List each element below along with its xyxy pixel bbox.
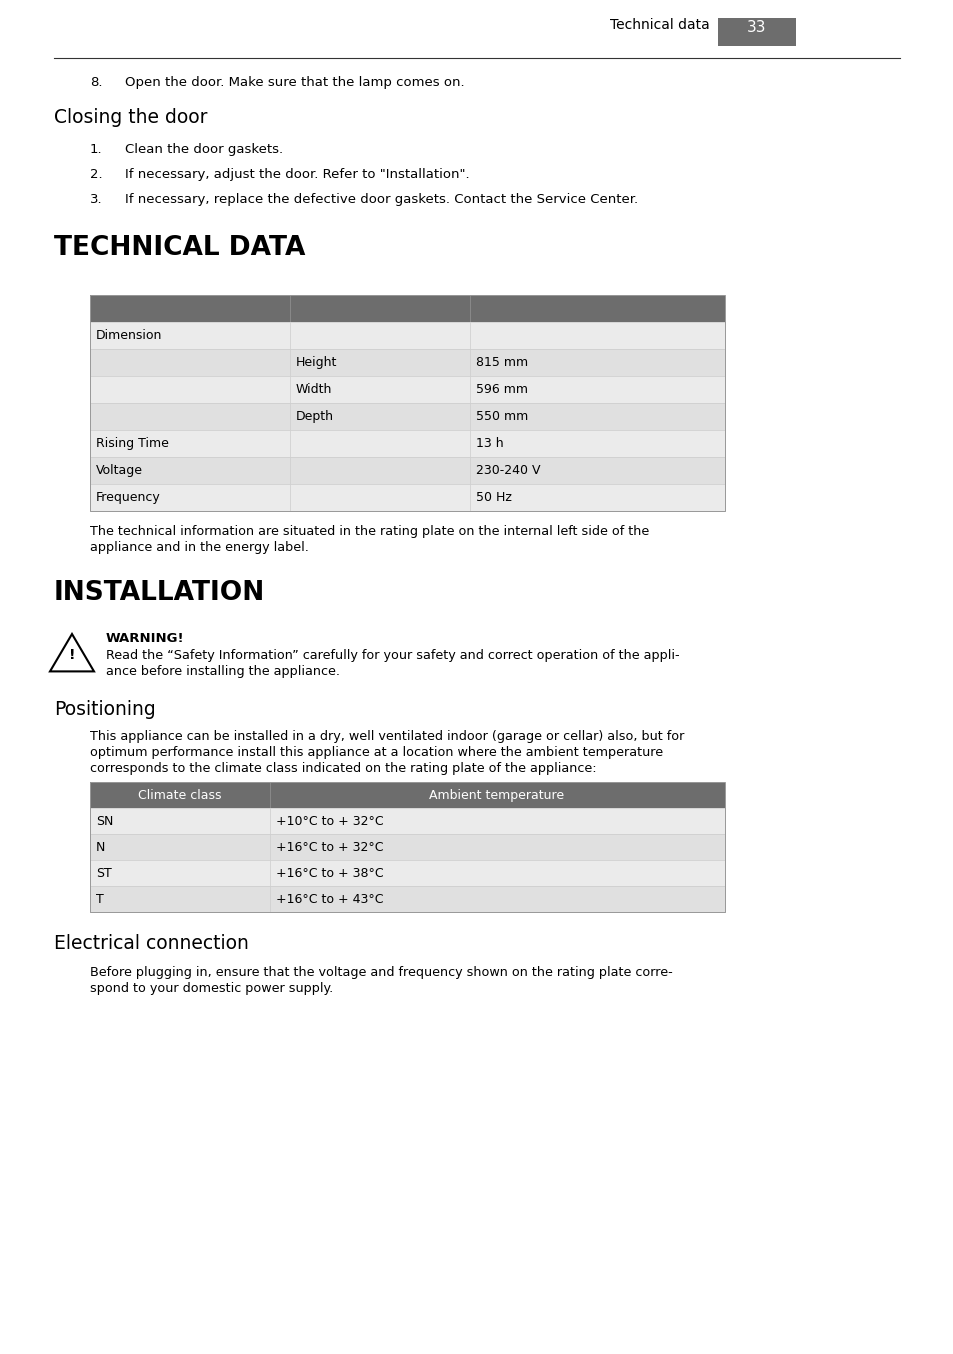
Bar <box>290 376 470 403</box>
Text: +16°C to + 32°C: +16°C to + 32°C <box>275 841 383 854</box>
Bar <box>90 403 724 431</box>
Bar <box>90 783 724 913</box>
Bar <box>270 860 724 886</box>
Bar <box>90 376 724 403</box>
Bar <box>470 376 724 403</box>
Bar <box>90 860 724 886</box>
Bar <box>270 783 271 808</box>
Bar <box>90 886 724 913</box>
Bar <box>90 834 270 860</box>
Bar <box>290 349 470 376</box>
Bar <box>90 403 290 431</box>
Text: T: T <box>96 894 104 906</box>
Text: 3.: 3. <box>90 194 103 206</box>
Bar <box>290 483 470 510</box>
Bar <box>270 808 724 834</box>
Text: 815 mm: 815 mm <box>476 356 528 370</box>
Bar <box>470 295 471 322</box>
Text: optimum performance install this appliance at a location where the ambient tempe: optimum performance install this applian… <box>90 746 662 760</box>
Bar <box>90 376 290 403</box>
Bar <box>90 483 724 510</box>
Text: Before plugging in, ensure that the voltage and frequency shown on the rating pl: Before plugging in, ensure that the volt… <box>90 965 672 979</box>
Bar <box>90 808 270 834</box>
Bar <box>90 483 290 510</box>
Text: Closing the door: Closing the door <box>54 108 208 127</box>
Text: Positioning: Positioning <box>54 700 155 719</box>
Bar <box>470 349 724 376</box>
Bar <box>290 431 470 458</box>
Bar <box>90 295 724 322</box>
Text: appliance and in the energy label.: appliance and in the energy label. <box>90 542 309 554</box>
Text: 50 Hz: 50 Hz <box>476 492 512 504</box>
Bar <box>290 295 291 322</box>
Text: ST: ST <box>96 867 112 880</box>
Text: If necessary, adjust the door. Refer to "Installation".: If necessary, adjust the door. Refer to … <box>125 168 469 181</box>
Bar <box>90 886 270 913</box>
Text: 1.: 1. <box>90 144 103 156</box>
Text: corresponds to the climate class indicated on the rating plate of the appliance:: corresponds to the climate class indicat… <box>90 762 596 774</box>
Text: +16°C to + 43°C: +16°C to + 43°C <box>275 894 383 906</box>
Text: N: N <box>96 841 105 854</box>
Bar <box>90 458 290 483</box>
Bar <box>290 403 470 431</box>
Bar <box>270 886 724 913</box>
Text: Ambient temperature: Ambient temperature <box>429 789 564 802</box>
Bar <box>270 834 724 860</box>
Text: Width: Width <box>295 383 332 395</box>
Bar <box>90 322 290 349</box>
Bar <box>90 295 724 510</box>
Text: Technical data: Technical data <box>610 18 709 32</box>
Bar <box>290 458 470 483</box>
Text: Height: Height <box>295 356 337 370</box>
Text: 2.: 2. <box>90 168 103 181</box>
Text: Electrical connection: Electrical connection <box>54 934 249 953</box>
Bar <box>718 18 795 46</box>
Text: Clean the door gaskets.: Clean the door gaskets. <box>125 144 283 156</box>
Bar <box>470 403 724 431</box>
Text: Voltage: Voltage <box>96 464 143 477</box>
Bar <box>470 322 724 349</box>
Text: 550 mm: 550 mm <box>476 410 528 422</box>
Text: 13 h: 13 h <box>476 437 503 450</box>
Text: 33: 33 <box>746 20 766 35</box>
Text: This appliance can be installed in a dry, well ventilated indoor (garage or cell: This appliance can be installed in a dry… <box>90 730 683 743</box>
Text: WARNING!: WARNING! <box>106 632 185 645</box>
Text: 596 mm: 596 mm <box>476 383 527 395</box>
Text: Read the “Safety Information” carefully for your safety and correct operation of: Read the “Safety Information” carefully … <box>106 649 679 662</box>
Bar <box>290 322 470 349</box>
Bar <box>470 431 724 458</box>
Text: spond to your domestic power supply.: spond to your domestic power supply. <box>90 982 333 995</box>
Text: Frequency: Frequency <box>96 492 161 504</box>
Text: +16°C to + 38°C: +16°C to + 38°C <box>275 867 383 880</box>
Text: Rising Time: Rising Time <box>96 437 169 450</box>
Bar <box>90 458 724 483</box>
Bar <box>90 783 724 808</box>
Text: Dimension: Dimension <box>96 329 162 343</box>
Text: Depth: Depth <box>295 410 334 422</box>
Bar <box>470 458 724 483</box>
Text: !: ! <box>69 649 75 662</box>
Text: Open the door. Make sure that the lamp comes on.: Open the door. Make sure that the lamp c… <box>125 76 464 89</box>
Text: 8.: 8. <box>90 76 102 89</box>
Text: Climate class: Climate class <box>138 789 221 802</box>
Bar <box>90 860 270 886</box>
Text: The technical information are situated in the rating plate on the internal left : The technical information are situated i… <box>90 525 649 538</box>
Bar <box>470 483 724 510</box>
Bar <box>90 431 724 458</box>
Bar <box>90 322 724 349</box>
Text: If necessary, replace the defective door gaskets. Contact the Service Center.: If necessary, replace the defective door… <box>125 194 638 206</box>
Bar <box>90 431 290 458</box>
Text: +10°C to + 32°C: +10°C to + 32°C <box>275 815 383 829</box>
Text: SN: SN <box>96 815 113 829</box>
Text: TECHNICAL DATA: TECHNICAL DATA <box>54 236 305 261</box>
Bar <box>90 808 724 834</box>
Text: ance before installing the appliance.: ance before installing the appliance. <box>106 665 339 678</box>
Bar <box>90 349 290 376</box>
Bar <box>90 349 724 376</box>
Text: INSTALLATION: INSTALLATION <box>54 580 265 607</box>
Bar <box>90 834 724 860</box>
Text: 230-240 V: 230-240 V <box>476 464 540 477</box>
